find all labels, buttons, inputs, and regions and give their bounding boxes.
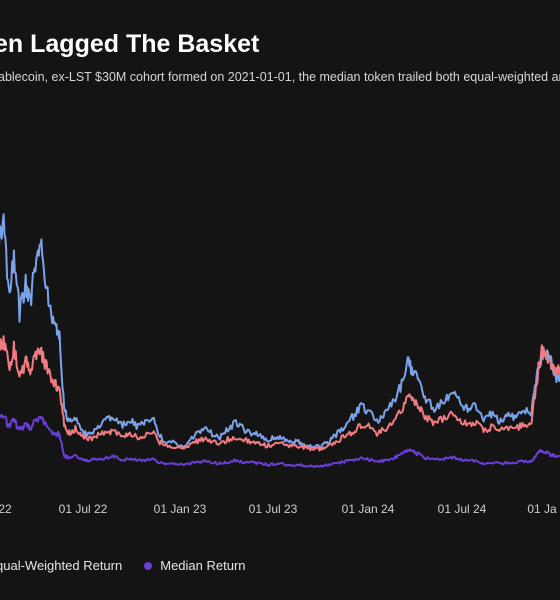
series-line-equal-weighted <box>0 335 560 452</box>
legend-item-equal-weighted[interactable]: qual-Weighted Return <box>0 558 122 573</box>
legend-label-equal-weighted: qual-Weighted Return <box>0 558 123 573</box>
series-line-upper <box>0 213 560 450</box>
legend-item-median[interactable]: Median Return <box>144 558 246 573</box>
x-axis: 22 01 Jul 22 01 Jan 23 01 Jul 23 01 Jan 24 01… <box>0 502 557 516</box>
legend-label-median: Median Return <box>160 558 246 573</box>
x-tick-label: 22 <box>0 502 12 516</box>
legend-dot-median <box>144 561 153 570</box>
series-line-median <box>0 413 560 469</box>
x-tick-label: 01 Jan 24 <box>342 502 395 516</box>
series-layer <box>0 213 560 469</box>
chart-title: en Lagged The Basket <box>0 30 260 58</box>
x-tick-label: 01 Jan 23 <box>154 502 207 516</box>
x-tick-label: 01 Jul 22 <box>59 502 108 516</box>
x-tick-label: 01 Jul 24 <box>438 502 487 516</box>
legend: qual-Weighted Return Median Return <box>0 558 268 573</box>
x-tick-label: 01 Ja <box>527 502 557 516</box>
x-tick-label: 01 Jul 23 <box>249 502 298 516</box>
chart-subtitle: ablecoin, ex-LST $30M cohort formed on 2… <box>0 70 560 84</box>
